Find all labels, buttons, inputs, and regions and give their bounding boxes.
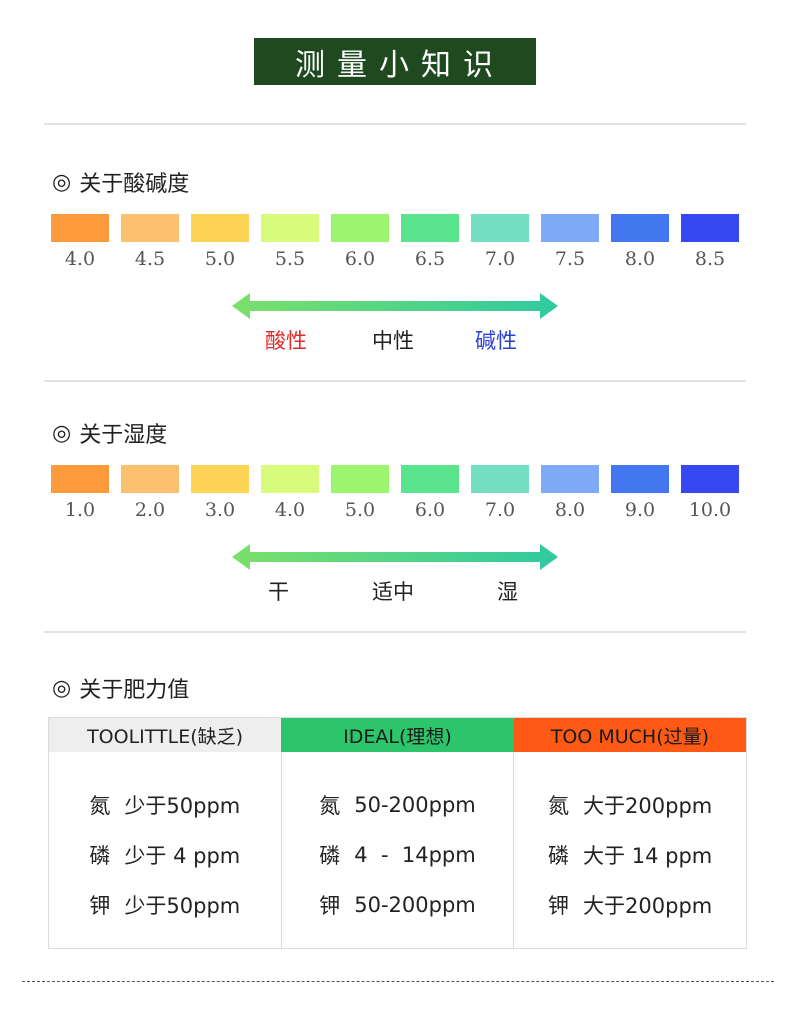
page-title: 测量小知识: [254, 38, 536, 85]
humidity-swatch: [51, 465, 109, 493]
column-header-ideal: IDEAL(理想): [281, 717, 514, 752]
element-value: 50-200ppm: [354, 893, 476, 917]
humidity-tick-label: 1.0: [64, 499, 96, 521]
humidity-tick-label: 3.0: [204, 499, 236, 521]
ph-tick-label: 5.0: [204, 248, 236, 270]
ph-tick-label: 5.5: [274, 248, 306, 270]
divider: [44, 123, 746, 125]
element-label: 钾: [89, 894, 111, 918]
humidity-swatch: [261, 465, 319, 493]
humidity-tick-label: 8.0: [554, 499, 586, 521]
element-value: 大于200ppm: [583, 794, 713, 818]
humidity-tick-label: 5.0: [344, 499, 376, 521]
ph-swatch: [611, 214, 669, 242]
element-value: 少于 4 ppm: [124, 844, 241, 868]
list-item: 钾少于50ppm: [49, 880, 281, 930]
element-value: 少于50ppm: [124, 894, 241, 918]
element-value: 4 - 14ppm: [354, 843, 476, 867]
humidity-swatch: [681, 465, 739, 493]
ph-swatch: [261, 214, 319, 242]
ph-color-scale: 4.0 4.5 5.0 5.5 6.0 6.5 7.0 7.5 8.0 8.5: [51, 214, 741, 274]
element-value: 大于200ppm: [583, 894, 713, 918]
element-label: 氮: [319, 794, 341, 818]
element-label: 氮: [548, 794, 570, 818]
too-little-column: 氮少于50ppm 磷少于 4 ppm 钾少于50ppm: [49, 752, 282, 949]
element-value: 50-200ppm: [354, 793, 476, 817]
ph-tick-label: 7.0: [484, 248, 516, 270]
element-label: 磷: [548, 844, 570, 868]
humidity-section-heading: ◎ 关于湿度: [52, 417, 167, 449]
list-item: 钾大于200ppm: [514, 880, 746, 930]
humidity-tick-label: 10.0: [688, 499, 732, 521]
acidic-label: 酸性: [265, 329, 307, 353]
list-item: 磷少于 4 ppm: [49, 830, 281, 880]
ph-tick-label: 6.0: [344, 248, 376, 270]
humidity-tick-label: 7.0: [484, 499, 516, 521]
ph-tick-label: 4.5: [134, 248, 166, 270]
ph-swatch: [541, 214, 599, 242]
humidity-tick-label: 4.0: [274, 499, 306, 521]
element-label: 磷: [319, 844, 341, 868]
humidity-color-scale: 1.0 2.0 3.0 4.0 5.0 6.0 7.0 8.0 9.0 10.0: [51, 465, 741, 525]
ph-double-arrow-icon: [232, 293, 558, 319]
circle-mark-icon: ◎: [52, 420, 72, 446]
element-value: 少于50ppm: [124, 794, 241, 818]
humidity-tick-label: 6.0: [414, 499, 446, 521]
too-much-column: 氮大于200ppm 磷大于 14 ppm 钾大于200ppm: [513, 752, 747, 949]
humidity-swatch: [541, 465, 599, 493]
ph-swatch: [191, 214, 249, 242]
ph-tick-label: 7.5: [554, 248, 586, 270]
humidity-tick-label: 9.0: [624, 499, 656, 521]
fertility-table: TOOLITTLE(缺乏) IDEAL(理想) TOO MUCH(过量) 氮少于…: [48, 717, 747, 949]
alkaline-label: 碱性: [475, 329, 517, 353]
moderate-label: 适中: [372, 580, 414, 604]
divider: [44, 380, 746, 382]
neutral-label: 中性: [372, 329, 414, 353]
ph-swatch: [401, 214, 459, 242]
humidity-swatch: [331, 465, 389, 493]
column-header-too-little: TOOLITTLE(缺乏): [48, 717, 282, 752]
humidity-double-arrow-icon: [232, 544, 558, 570]
ph-swatch: [471, 214, 529, 242]
humidity-swatch: [191, 465, 249, 493]
ideal-column: 氮 50-200ppm 磷 4 - 14ppm 钾 50-200ppm: [280, 752, 514, 949]
dashed-divider: [22, 981, 774, 982]
element-label: 氮: [89, 794, 111, 818]
circle-mark-icon: ◎: [52, 169, 72, 195]
ph-swatch: [121, 214, 179, 242]
element-label: 磷: [89, 844, 111, 868]
humidity-tick-label: 2.0: [134, 499, 166, 521]
list-item: 氮少于50ppm: [49, 780, 281, 830]
list-item: 氮 50-200ppm: [282, 780, 514, 830]
list-item: 磷 4 - 14ppm: [282, 830, 514, 880]
ph-swatch: [681, 214, 739, 242]
humidity-heading-label: 关于湿度: [79, 423, 168, 448]
ph-heading-label: 关于酸碱度: [79, 172, 190, 197]
circle-mark-icon: ◎: [52, 675, 72, 701]
humidity-swatch: [471, 465, 529, 493]
ph-section-heading: ◎ 关于酸碱度: [52, 166, 189, 198]
ph-swatch: [331, 214, 389, 242]
humidity-swatch: [401, 465, 459, 493]
ph-tick-label: 8.0: [624, 248, 656, 270]
fertility-heading-label: 关于肥力值: [79, 678, 190, 703]
element-label: 钾: [319, 894, 341, 918]
fertility-section-heading: ◎ 关于肥力值: [52, 672, 189, 704]
dry-label: 干: [268, 580, 289, 604]
divider: [44, 631, 746, 633]
element-label: 钾: [548, 894, 570, 918]
humidity-swatch: [611, 465, 669, 493]
wet-label: 湿: [497, 580, 518, 604]
list-item: 氮大于200ppm: [514, 780, 746, 830]
list-item: 磷大于 14 ppm: [514, 830, 746, 880]
ph-tick-label: 8.5: [694, 248, 726, 270]
ph-tick-label: 4.0: [64, 248, 96, 270]
element-value: 大于 14 ppm: [583, 844, 713, 868]
column-header-too-much: TOO MUCH(过量): [513, 717, 747, 752]
ph-tick-label: 6.5: [414, 248, 446, 270]
ph-swatch: [51, 214, 109, 242]
list-item: 钾 50-200ppm: [282, 880, 514, 930]
humidity-swatch: [121, 465, 179, 493]
